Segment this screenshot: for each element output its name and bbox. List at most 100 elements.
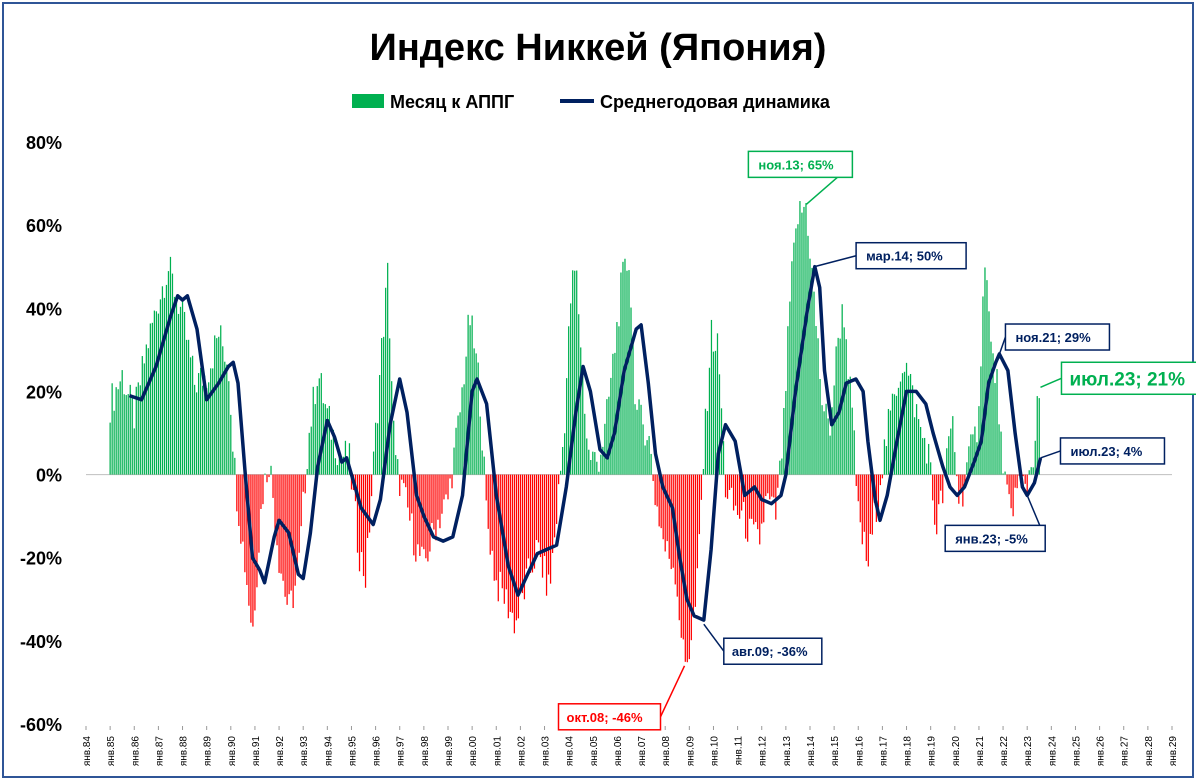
- bar: [781, 458, 783, 475]
- bar: [795, 228, 797, 475]
- bar: [260, 474, 262, 509]
- x-tick-label: янв.99: [444, 736, 455, 767]
- x-tick-label: янв.22: [999, 736, 1010, 767]
- bar: [284, 474, 286, 597]
- bar: [646, 440, 648, 475]
- bar: [413, 474, 415, 556]
- bar: [950, 428, 952, 475]
- bar: [177, 313, 180, 475]
- bar: [594, 452, 596, 475]
- bar: [879, 474, 882, 486]
- legend-bar-label: Месяц к АППГ: [390, 92, 514, 112]
- bar: [356, 474, 359, 553]
- annotation-box: [944, 524, 1046, 553]
- chart-title: Индекс Никкей (Япония): [370, 27, 827, 69]
- annotation-leader: [703, 623, 725, 652]
- bar: [934, 474, 936, 525]
- bar: [1032, 467, 1034, 475]
- bar: [1028, 470, 1030, 475]
- bar: [537, 474, 540, 543]
- bar: [807, 235, 809, 475]
- bar: [570, 303, 572, 475]
- chart-svg: Индекс Никкей (Япония) Месяц к АППГ Сред…: [20, 27, 1196, 767]
- bar: [857, 474, 859, 502]
- bar: [246, 474, 248, 585]
- bar: [411, 474, 413, 514]
- annotation-callout: мар.14; 50%: [813, 241, 967, 270]
- bar: [936, 474, 938, 535]
- bar: [1024, 474, 1026, 484]
- bar: [332, 429, 334, 475]
- bar: [919, 426, 922, 475]
- bar: [917, 419, 920, 475]
- bar: [320, 373, 322, 475]
- bar: [523, 474, 526, 600]
- bar: [197, 373, 200, 475]
- bar: [849, 376, 851, 475]
- bar: [372, 451, 375, 475]
- bar: [495, 474, 497, 581]
- bar: [417, 474, 419, 545]
- bar: [847, 378, 849, 475]
- x-tick-label: янв.06: [613, 736, 624, 767]
- bar: [751, 474, 753, 519]
- bar: [819, 379, 821, 475]
- bar: [193, 384, 196, 475]
- average-line: [128, 264, 1043, 622]
- bar: [181, 298, 184, 475]
- bar: [183, 311, 186, 475]
- bar: [734, 474, 737, 506]
- bar: [885, 446, 888, 475]
- bar: [385, 287, 387, 475]
- x-tick-label: янв.85: [106, 736, 117, 767]
- bar: [714, 350, 717, 475]
- bar: [755, 474, 757, 523]
- bar: [845, 339, 847, 475]
- bar: [769, 474, 771, 500]
- bar: [851, 407, 853, 475]
- bar: [702, 469, 705, 475]
- bar: [535, 474, 538, 541]
- bar: [256, 474, 258, 588]
- bar: [220, 325, 222, 475]
- legend-bar-swatch: [352, 94, 384, 108]
- bar: [216, 338, 218, 475]
- bar: [891, 393, 894, 475]
- bar: [740, 474, 743, 511]
- bar: [129, 384, 131, 475]
- bar: [640, 404, 642, 475]
- bar: [429, 474, 431, 552]
- bar: [153, 310, 156, 475]
- bar: [600, 454, 602, 475]
- annotation-box: [1059, 437, 1166, 465]
- bar: [932, 474, 934, 501]
- bar: [724, 474, 727, 498]
- bar: [823, 411, 825, 475]
- x-tick-label: янв.05: [589, 736, 600, 767]
- bar: [1004, 471, 1006, 475]
- annotation-callout: янв.23; -5%: [944, 495, 1046, 553]
- x-tick-label: янв.28: [1144, 736, 1155, 767]
- bar: [749, 474, 751, 519]
- bar: [328, 405, 330, 475]
- bar: [863, 474, 865, 532]
- y-tick-label: 0%: [36, 466, 62, 486]
- bar: [998, 424, 1000, 475]
- y-tick-label: -40%: [20, 632, 62, 652]
- bar: [342, 456, 345, 475]
- bar: [881, 474, 884, 479]
- x-tick-label: янв.84: [82, 736, 93, 767]
- legend: Месяц к АППГ Среднегодовая динамика: [352, 92, 831, 112]
- bar: [545, 474, 548, 596]
- x-tick-label: янв.02: [516, 736, 527, 767]
- bar: [708, 367, 711, 475]
- bar: [728, 474, 731, 490]
- bar: [938, 474, 940, 505]
- bar: [855, 474, 857, 487]
- bar: [465, 356, 467, 475]
- bar: [658, 474, 660, 527]
- bar: [507, 474, 509, 619]
- y-tick-label: -20%: [20, 549, 62, 569]
- bar: [871, 474, 873, 535]
